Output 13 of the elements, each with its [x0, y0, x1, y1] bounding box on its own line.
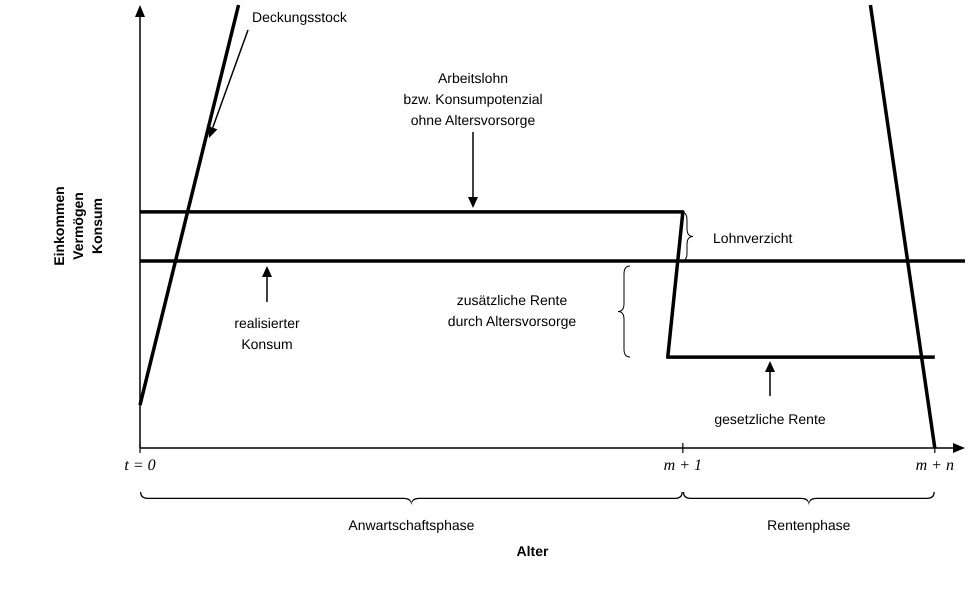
- annotation: gesetzliche Rente: [714, 411, 826, 427]
- x-tick-label: m + n: [916, 457, 954, 474]
- text: Rentenphase: [767, 517, 851, 533]
- text: Anwartschaftsphase: [348, 517, 475, 533]
- y-axis-title: Einkommen Vermögen Konsum: [51, 186, 105, 266]
- annotation: realisierter Konsum: [234, 315, 300, 352]
- x-tick-label: t = 0: [124, 457, 156, 474]
- x-axis-title: Alter: [516, 543, 549, 559]
- annotation: Deckungsstock: [252, 9, 348, 25]
- annotation: zusätzliche Rente durch Altersvorsorge: [448, 292, 576, 329]
- annotation: Arbeitslohn bzw. Konsumpotenzial ohne Altersvorsorge: [403, 70, 543, 128]
- x-tick-label: m + 1: [664, 457, 702, 474]
- annotation: Lohnverzicht: [713, 230, 792, 246]
